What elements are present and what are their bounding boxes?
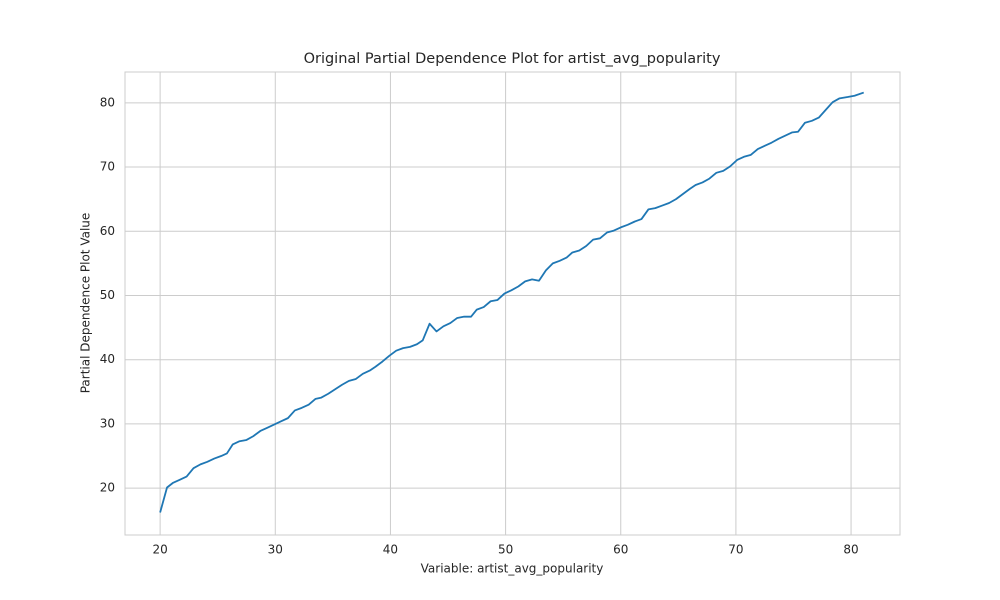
- y-tick-label: 60: [100, 224, 115, 238]
- y-tick-label: 50: [100, 288, 115, 302]
- x-tick-label: 20: [152, 543, 167, 557]
- x-tick-label: 30: [268, 543, 283, 557]
- y-tick-label: 40: [100, 352, 115, 366]
- x-axis-label: Variable: artist_avg_popularity: [421, 562, 604, 576]
- chart-title: Original Partial Dependence Plot for art…: [304, 51, 721, 67]
- data-line: [159, 91, 865, 513]
- x-tick-label: 80: [843, 543, 858, 557]
- x-tick-label: 70: [728, 543, 743, 557]
- y-tick-label: 30: [100, 416, 115, 430]
- y-tick-label: 80: [100, 95, 115, 109]
- x-tick-label: 50: [498, 543, 513, 557]
- y-tick-label: 20: [100, 481, 115, 495]
- x-tick-label: 40: [383, 543, 398, 557]
- y-tick-label: 70: [100, 160, 115, 174]
- plot-frame: [124, 71, 901, 536]
- x-tick-label: 60: [613, 543, 628, 557]
- y-axis-label: Partial Dependence Plot Value: [79, 213, 93, 394]
